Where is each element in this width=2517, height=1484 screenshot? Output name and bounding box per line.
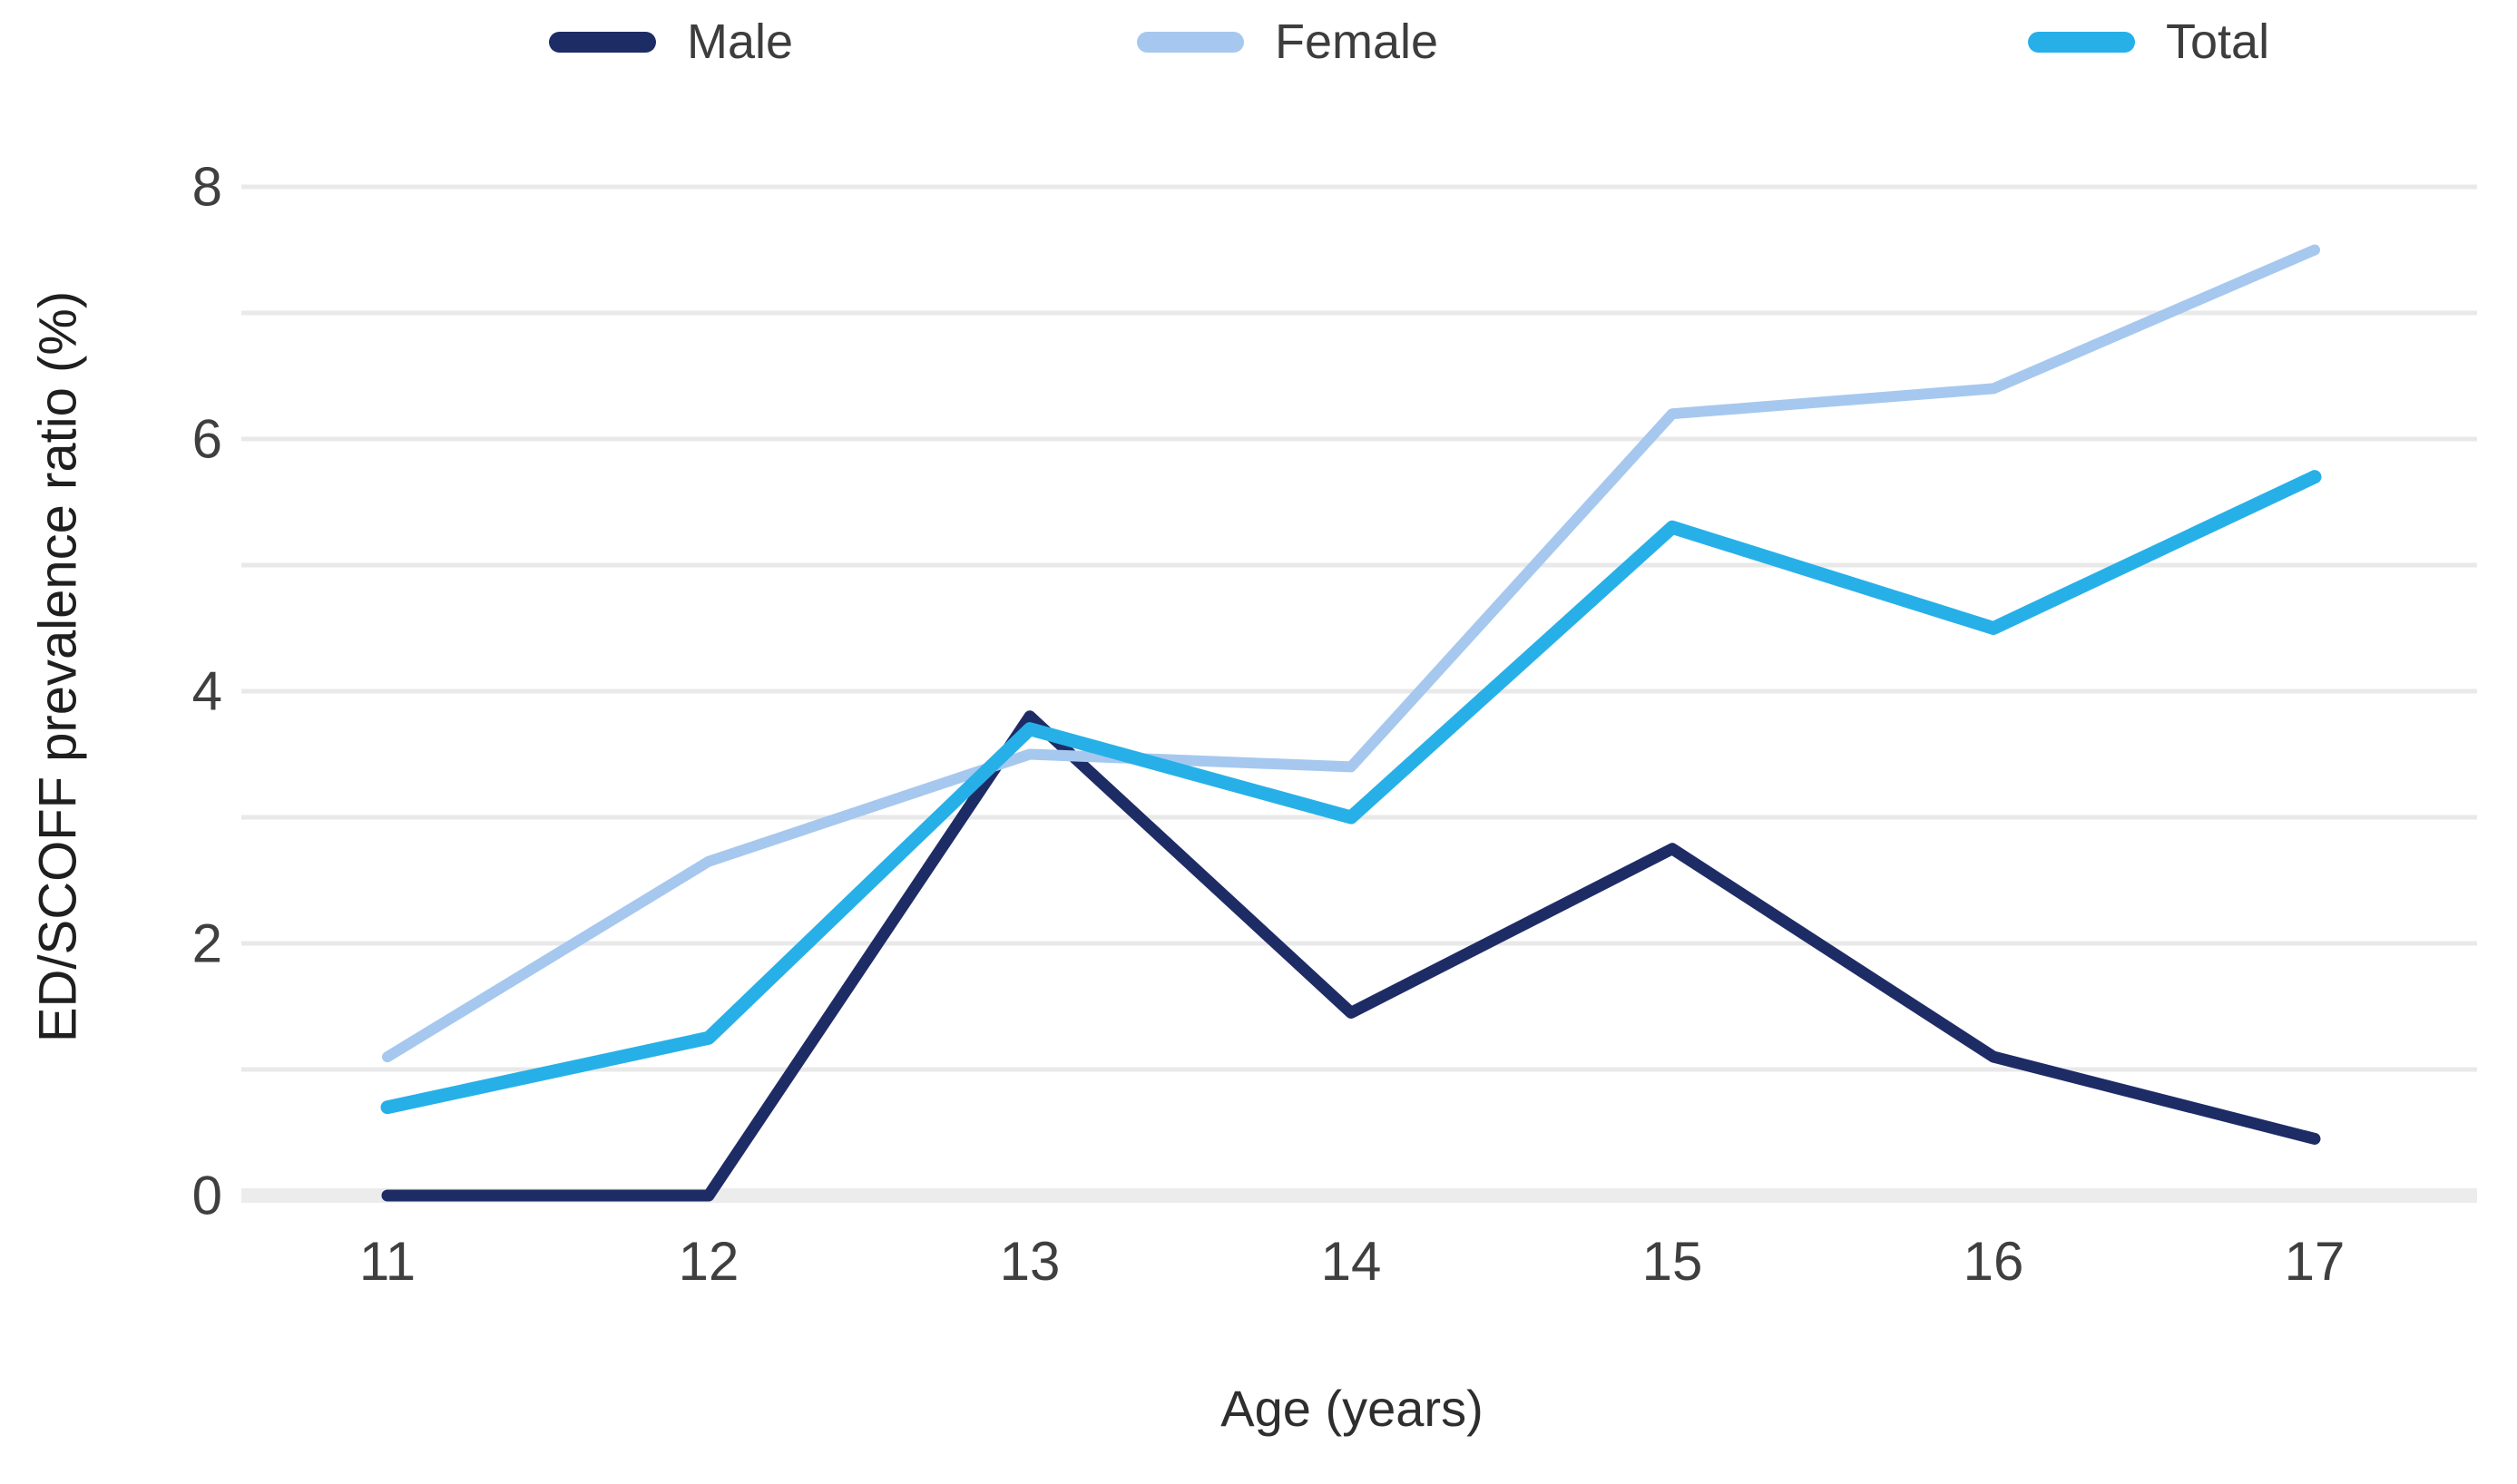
female-legend-label: Female	[1275, 15, 1439, 69]
x-tick-label: 12	[679, 1231, 739, 1292]
male-series-line	[381, 710, 2321, 1202]
x-axis-title: Age (years)	[1220, 1380, 1484, 1437]
x-tick-label: 14	[1321, 1231, 1382, 1292]
male-legend-swatch	[549, 31, 656, 53]
x-tick-label: 11	[359, 1231, 416, 1292]
x-tick-label: 16	[1964, 1231, 2024, 1292]
legend-item-female: Female	[1137, 16, 1438, 67]
total-legend-label: Total	[2166, 15, 2270, 69]
y-tick-label: 8	[192, 157, 222, 218]
legend-item-male: Male	[549, 16, 793, 67]
y-tick-label: 4	[192, 661, 222, 722]
female-legend-swatch	[1137, 31, 1244, 53]
y-tick-label: 0	[192, 1166, 222, 1226]
x-tick-label: 17	[2285, 1231, 2346, 1292]
x-tick-label: 15	[1642, 1231, 1703, 1292]
legend-item-total: Total	[2028, 16, 2269, 67]
x-tick-label: 13	[1000, 1231, 1061, 1292]
total-series-line	[380, 470, 2322, 1115]
female-series-line	[382, 244, 2320, 1063]
total-legend-swatch	[2028, 31, 2135, 53]
y-tick-label: 2	[192, 913, 222, 974]
y-tick-label: 6	[192, 409, 222, 470]
male-legend-label: Male	[687, 15, 794, 69]
